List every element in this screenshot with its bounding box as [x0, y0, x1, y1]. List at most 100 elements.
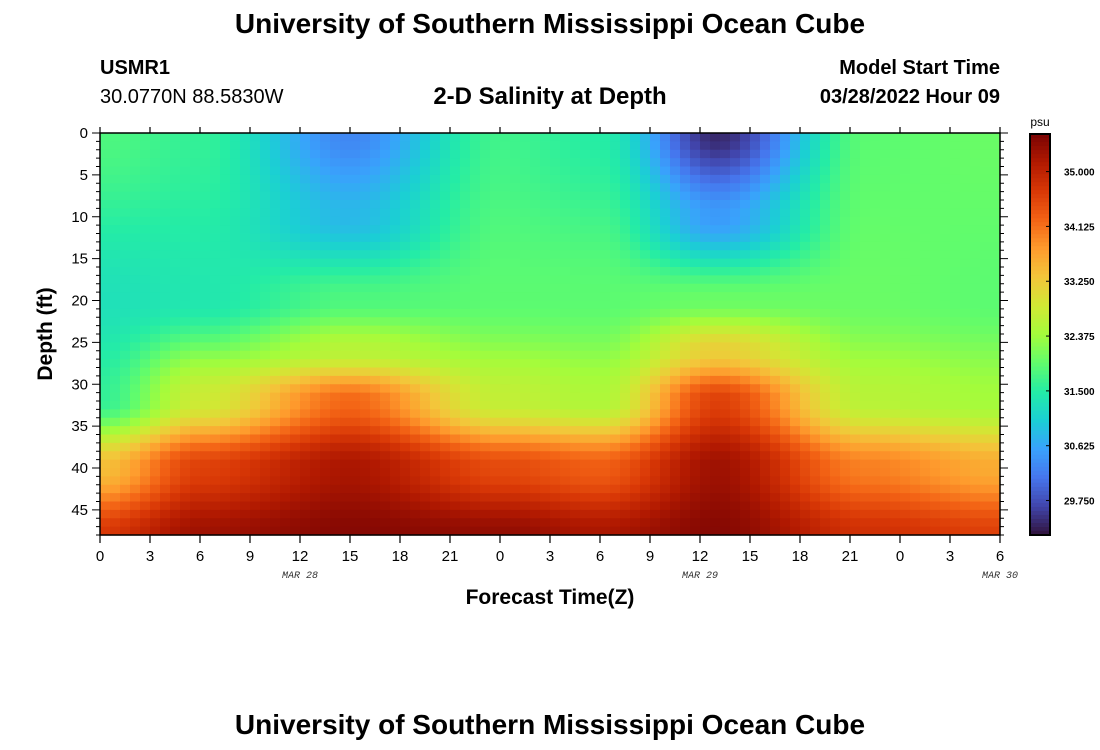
heatmap-cell: [120, 367, 131, 377]
heatmap-cell: [750, 267, 761, 276]
heatmap-cell: [810, 158, 821, 168]
heatmap-cell: [760, 149, 771, 159]
heatmap-cell: [770, 250, 781, 260]
heatmap-cell: [520, 149, 531, 159]
heatmap-cell: [820, 283, 831, 293]
heatmap-cell: [210, 350, 221, 360]
heatmap-cell: [570, 367, 581, 377]
heatmap-cell: [670, 216, 681, 226]
heatmap-cell: [870, 267, 881, 276]
heatmap-cell: [250, 283, 261, 293]
heatmap-cell: [740, 409, 751, 419]
heatmap-cell: [920, 258, 931, 268]
heatmap-cell: [510, 183, 521, 193]
heatmap-cell: [780, 141, 791, 151]
heatmap-cell: [400, 526, 411, 536]
heatmap-cell: [820, 200, 831, 209]
heatmap-cell: [390, 392, 401, 402]
heatmap-cell: [560, 484, 571, 494]
heatmap-cell: [510, 325, 521, 335]
heatmap-cell: [820, 183, 831, 193]
heatmap-cell: [250, 258, 261, 268]
heatmap-cell: [130, 367, 141, 377]
heatmap-cell: [220, 267, 231, 276]
heatmap-cell: [930, 493, 941, 503]
heatmap-cell: [730, 200, 741, 209]
heatmap-cell: [850, 442, 861, 452]
heatmap-cell: [250, 384, 261, 394]
heatmap-cell: [320, 183, 331, 193]
heatmap-cell: [600, 300, 611, 310]
heatmap-cell: [970, 250, 981, 260]
heatmap-cell: [780, 166, 791, 176]
heatmap-cell: [990, 216, 1001, 226]
heatmap-cell: [870, 526, 881, 536]
heatmap-cell: [140, 317, 151, 327]
heatmap-cell: [540, 166, 551, 176]
heatmap-cell: [300, 468, 311, 477]
heatmap-cell: [480, 459, 491, 469]
heatmap-cell: [610, 426, 621, 436]
heatmap-cell: [980, 283, 991, 293]
heatmap-cell: [210, 493, 221, 503]
heatmap-cell: [710, 183, 721, 193]
heatmap-cell: [900, 367, 911, 377]
heatmap-cell: [370, 241, 381, 251]
colorbar-swatch: [1030, 254, 1050, 259]
heatmap-cell: [340, 241, 351, 251]
heatmap-cell: [240, 401, 251, 410]
heatmap-cell: [680, 200, 691, 209]
heatmap-cell: [120, 250, 131, 260]
heatmap-cell: [560, 183, 571, 193]
heatmap-cell: [590, 325, 601, 335]
heatmap-cell: [120, 501, 131, 511]
heatmap-cell: [800, 493, 811, 503]
heatmap-cell: [680, 392, 691, 402]
heatmap-cell: [150, 200, 161, 209]
heatmap-cell: [230, 183, 241, 193]
heatmap-cell: [130, 141, 141, 151]
heatmap-cell: [720, 141, 731, 151]
heatmap-cell: [750, 359, 761, 369]
heatmap-cell: [180, 216, 191, 226]
heatmap-cell: [560, 267, 571, 276]
heatmap-cell: [540, 292, 551, 302]
heatmap-cell: [980, 191, 991, 201]
heatmap-cell: [180, 518, 191, 528]
colorbar-swatch: [1030, 466, 1050, 472]
y-tick-label: 25: [71, 334, 88, 351]
heatmap-cell: [420, 225, 431, 235]
heatmap-cell: [980, 518, 991, 528]
heatmap-cell: [490, 166, 501, 176]
heatmap-cell: [530, 141, 541, 151]
heatmap-cell: [500, 434, 511, 444]
heatmap-cell: [660, 375, 671, 385]
heatmap-cell: [200, 350, 211, 360]
heatmap-cell: [980, 200, 991, 209]
heatmap-cell: [220, 509, 231, 519]
heatmap-cell: [690, 334, 701, 343]
heatmap-cell: [360, 325, 371, 335]
colorbar-swatch: [1030, 258, 1050, 263]
heatmap-cell: [440, 426, 451, 436]
heatmap-cell: [900, 283, 911, 293]
heatmap-cell: [470, 141, 481, 151]
heatmap-cell: [390, 526, 401, 536]
heatmap-cell: [340, 292, 351, 302]
heatmap-cell: [140, 451, 151, 461]
heatmap-cell: [520, 442, 531, 452]
heatmap-cell: [500, 501, 511, 511]
heatmap-cell: [700, 241, 711, 251]
heatmap-cell: [640, 459, 651, 469]
heatmap-cell: [700, 342, 711, 352]
heatmap-cell: [520, 183, 531, 193]
heatmap-cell: [860, 267, 871, 276]
heatmap-cell: [700, 401, 711, 410]
heatmap-cell: [610, 509, 621, 519]
colorbar-swatch: [1030, 210, 1050, 215]
heatmap-cell: [460, 442, 471, 452]
heatmap-cell: [560, 526, 571, 536]
heatmap-cell: [490, 484, 501, 494]
heatmap-cell: [700, 476, 711, 486]
heatmap-cell: [440, 392, 451, 402]
